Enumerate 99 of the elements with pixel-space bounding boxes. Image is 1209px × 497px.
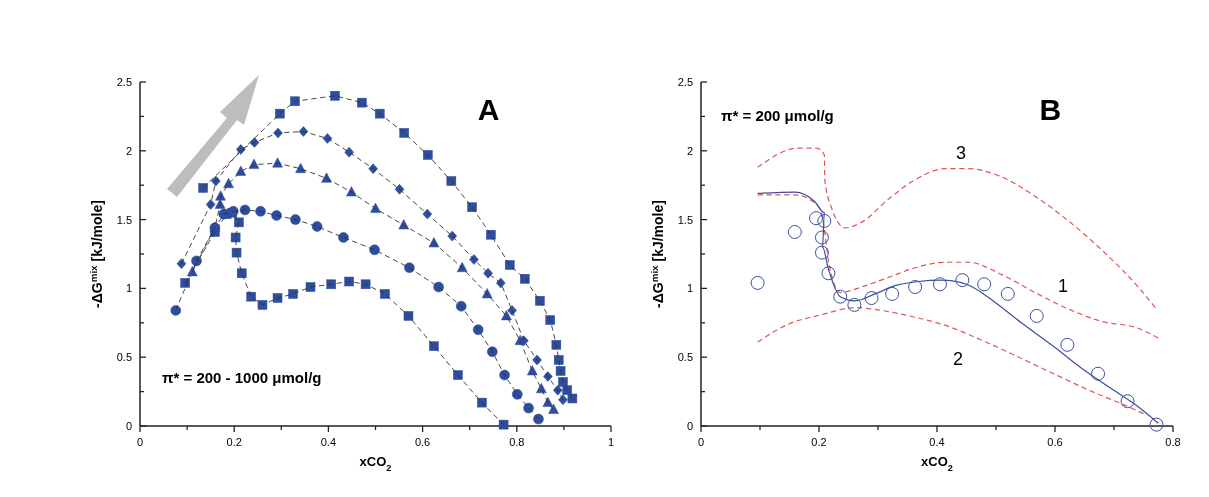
point: [814, 245, 829, 260]
x-tick-label: 0.4: [320, 436, 337, 448]
x-axis-title: xCO$_{2}$: [359, 454, 392, 473]
point: [176, 258, 187, 269]
point: [344, 146, 354, 158]
point: [821, 266, 836, 281]
y-tick-label: 0.5: [116, 351, 132, 364]
point: [977, 277, 992, 292]
point: [472, 324, 484, 335]
point: [555, 366, 566, 376]
point: [288, 289, 298, 299]
chart-title: A: [477, 93, 500, 126]
point: [403, 311, 414, 321]
point: [322, 133, 333, 144]
point: [433, 281, 444, 293]
y-tick-label: 2.5: [677, 76, 693, 88]
x-tick-label: 0: [136, 436, 144, 448]
line-series: [757, 147, 1156, 309]
point: [558, 377, 568, 387]
y-tick-label: 2: [125, 144, 132, 157]
point: [272, 293, 283, 303]
point: [548, 403, 559, 414]
point: [504, 260, 515, 270]
point: [360, 279, 371, 290]
point: [817, 213, 832, 228]
point: [1149, 417, 1164, 432]
point: [814, 230, 829, 245]
x-tick-label: 0.6: [414, 436, 431, 448]
annotation: 3: [955, 143, 967, 163]
point: [523, 402, 534, 414]
point: [344, 276, 354, 287]
y-tick-label: 1: [686, 282, 693, 295]
point: [255, 206, 266, 217]
point: [483, 268, 493, 279]
point: [833, 289, 848, 304]
x-axis-title: xCO$_{2}$: [921, 454, 953, 473]
x-tick-label: 0.6: [1047, 436, 1063, 448]
point: [394, 184, 405, 195]
point: [1091, 366, 1106, 381]
point: [512, 389, 523, 400]
x-tick-label: 0.2: [226, 436, 242, 448]
point: [257, 300, 268, 310]
y-tick-label: 1.5: [116, 213, 132, 226]
point: [187, 266, 198, 277]
point: [955, 273, 970, 288]
point: [908, 280, 923, 295]
point: [357, 97, 367, 108]
point: [787, 224, 802, 239]
x-tick-label: 0.4: [929, 436, 945, 448]
point: [370, 202, 381, 213]
point: [1060, 337, 1075, 352]
point: [198, 183, 208, 193]
point: [290, 214, 301, 225]
point: [932, 277, 947, 292]
y-tick-label: 2: [686, 144, 693, 157]
point: [1000, 286, 1015, 301]
point: [330, 91, 340, 101]
y-tick-label: 0: [125, 420, 132, 432]
point: [447, 230, 458, 242]
point: [487, 346, 498, 357]
y-tick-label: 1: [125, 282, 132, 295]
annotation: 1: [1057, 276, 1069, 296]
point: [498, 419, 509, 430]
point: [545, 315, 555, 325]
y-tick-label: 0.5: [677, 351, 693, 364]
point: [567, 393, 578, 404]
point: [295, 162, 306, 173]
point: [809, 211, 824, 226]
x-tick-label: 0: [697, 436, 705, 448]
point: [847, 297, 862, 312]
chart-title: B: [1039, 93, 1062, 126]
x-tick-label: 0.8: [509, 436, 525, 448]
annotation: π* = 200 - 1000 μmol/g: [162, 369, 322, 386]
point: [496, 277, 506, 289]
y-tick-label: 0: [686, 420, 693, 432]
point: [1120, 394, 1135, 409]
point: [750, 275, 765, 290]
point: [305, 282, 316, 292]
point: [230, 232, 241, 243]
point: [170, 305, 182, 316]
point: [533, 413, 544, 425]
point: [326, 279, 336, 290]
point: [558, 394, 568, 406]
point: [236, 268, 247, 279]
point: [551, 340, 562, 350]
annotation: 2: [952, 349, 964, 369]
line-series: [757, 194, 1159, 339]
point: [864, 291, 879, 306]
y-tick-label: 1.5: [677, 213, 693, 226]
point: [446, 176, 457, 186]
point: [231, 247, 242, 258]
point: [885, 286, 900, 301]
y-tick-label: 2.5: [116, 76, 132, 88]
point: [1029, 308, 1044, 323]
x-tick-label: 0.2: [811, 436, 827, 448]
point: [519, 335, 529, 346]
x-tick-label: 1: [607, 436, 615, 448]
x-tick-label: 0.8: [1165, 436, 1181, 448]
annotation: π* = 200 μmol/g: [721, 107, 834, 124]
